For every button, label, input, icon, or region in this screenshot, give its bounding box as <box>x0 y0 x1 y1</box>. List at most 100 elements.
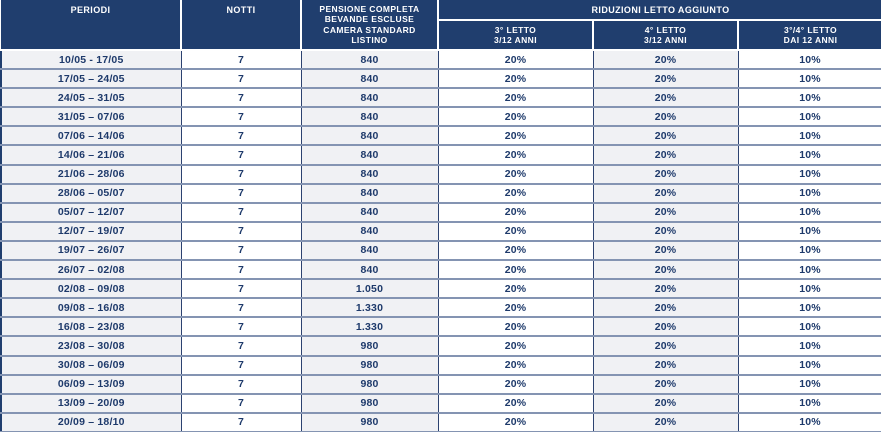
cell-prezzo: 980 <box>300 355 439 376</box>
cell-riduzione-letto4: 20% <box>592 145 739 166</box>
cell-riduzione-letto3: 20% <box>437 374 594 395</box>
cell-notti: 7 <box>180 183 302 204</box>
cell-prezzo: 840 <box>300 221 439 242</box>
cell-notti: 7 <box>180 279 302 300</box>
cell-riduzione-letto4: 20% <box>592 393 739 414</box>
col-header-riduzioni: RIDUZIONI LETTO AGGIUNTO <box>437 0 881 21</box>
cell-prezzo: 980 <box>300 336 439 357</box>
cell-riduzione-letto3: 20% <box>437 69 594 90</box>
cell-notti: 7 <box>180 298 302 319</box>
cell-riduzione-letto4: 20% <box>592 88 739 109</box>
table-row: 23/08 – 30/08 7 980 20% 20% 10% <box>0 336 881 357</box>
cell-riduzione-letto4: 20% <box>592 279 739 300</box>
header-line: BEVANDE ESCLUSE <box>324 14 415 24</box>
table-row: 12/07 – 19/07 7 840 20% 20% 10% <box>0 221 881 242</box>
cell-riduzione-letto4: 20% <box>592 202 739 223</box>
cell-riduzione-letto3: 20% <box>437 202 594 223</box>
cell-riduzione-letto3: 20% <box>437 221 594 242</box>
cell-riduzione-letto34: 10% <box>737 317 881 338</box>
cell-periodo: 20/09 – 18/10 <box>0 412 182 432</box>
cell-periodo: 28/06 – 05/07 <box>0 183 182 204</box>
cell-prezzo: 840 <box>300 126 439 147</box>
cell-periodo: 02/08 – 09/08 <box>0 279 182 300</box>
cell-riduzione-letto4: 20% <box>592 69 739 90</box>
cell-riduzione-letto3: 20% <box>437 88 594 109</box>
col-header-notti: NOTTI <box>180 0 302 51</box>
table-body: 10/05 - 17/05 7 840 20% 20% 10% 17/05 – … <box>0 50 881 432</box>
cell-riduzione-letto3: 20% <box>437 336 594 357</box>
cell-periodo: 09/08 – 16/08 <box>0 298 182 319</box>
cell-prezzo: 840 <box>300 50 439 71</box>
cell-periodo: 24/05 – 31/05 <box>0 88 182 109</box>
cell-riduzione-letto34: 10% <box>737 202 881 223</box>
table-row: 14/06 – 21/06 7 840 20% 20% 10% <box>0 145 881 166</box>
cell-riduzione-letto3: 20% <box>437 126 594 147</box>
header-line: 3/12 ANNI <box>644 35 687 45</box>
header-line: CAMERA STANDARD <box>323 24 416 35</box>
cell-notti: 7 <box>180 393 302 414</box>
cell-riduzione-letto3: 20% <box>437 355 594 376</box>
header-line: 4° LETTO <box>644 24 687 35</box>
cell-riduzione-letto4: 20% <box>592 107 739 128</box>
cell-riduzione-letto3: 20% <box>437 298 594 319</box>
cell-riduzione-letto34: 10% <box>737 107 881 128</box>
header-line: 3° LETTO <box>494 24 537 35</box>
cell-riduzione-letto3: 20% <box>437 240 594 262</box>
cell-notti: 7 <box>180 374 302 395</box>
cell-periodo: 17/05 – 24/05 <box>0 69 182 90</box>
cell-notti: 7 <box>180 221 302 242</box>
cell-notti: 7 <box>180 107 302 128</box>
cell-prezzo: 840 <box>300 69 439 90</box>
cell-notti: 7 <box>180 355 302 376</box>
cell-notti: 7 <box>180 336 302 357</box>
cell-riduzione-letto34: 10% <box>737 69 881 90</box>
cell-riduzione-letto3: 20% <box>437 107 594 128</box>
cell-riduzione-letto3: 20% <box>437 279 594 300</box>
cell-notti: 7 <box>180 145 302 166</box>
cell-riduzione-letto34: 10% <box>737 164 881 185</box>
table-row: 30/08 – 06/09 7 980 20% 20% 10% <box>0 355 881 376</box>
cell-prezzo: 1.050 <box>300 279 439 300</box>
cell-prezzo: 840 <box>300 145 439 166</box>
cell-riduzione-letto4: 20% <box>592 412 739 432</box>
table-row: 31/05 – 07/06 7 840 20% 20% 10% <box>0 107 881 128</box>
cell-riduzione-letto3: 20% <box>437 412 594 432</box>
table-row: 05/07 – 12/07 7 840 20% 20% 10% <box>0 202 881 223</box>
col-header-periodi: PERIODI <box>1 0 182 51</box>
cell-periodo: 23/08 – 30/08 <box>0 336 182 357</box>
cell-riduzione-letto3: 20% <box>437 260 594 281</box>
cell-prezzo: 840 <box>300 260 439 281</box>
cell-periodo: 14/06 – 21/06 <box>0 145 182 166</box>
cell-riduzione-letto34: 10% <box>737 50 881 71</box>
col-header-pensione: PENSIONE COMPLETA BEVANDE ESCLUSE CAMERA… <box>300 0 439 51</box>
header-line: DAI 12 ANNI <box>783 35 838 45</box>
table-row: 20/09 – 18/10 7 980 20% 20% 10% <box>0 412 881 432</box>
cell-periodo: 06/09 – 13/09 <box>0 374 182 395</box>
cell-prezzo: 1.330 <box>300 298 439 319</box>
cell-periodo: 31/05 – 07/06 <box>0 107 182 128</box>
cell-riduzione-letto34: 10% <box>737 88 881 109</box>
cell-periodo: 07/06 – 14/06 <box>0 126 182 147</box>
table-row: 19/07 – 26/07 7 840 20% 20% 10% <box>0 240 881 262</box>
cell-notti: 7 <box>180 50 302 71</box>
cell-periodo: 16/08 – 23/08 <box>0 317 182 338</box>
cell-prezzo: 840 <box>300 107 439 128</box>
cell-periodo: 10/05 - 17/05 <box>0 50 182 71</box>
table-row: 10/05 - 17/05 7 840 20% 20% 10% <box>0 50 881 71</box>
cell-riduzione-letto34: 10% <box>737 336 881 357</box>
table-row: 21/06 – 28/06 7 840 20% 20% 10% <box>0 164 881 185</box>
cell-riduzione-letto34: 10% <box>737 260 881 281</box>
cell-riduzione-letto34: 10% <box>737 355 881 376</box>
col-header-letto3: 3° LETTO 3/12 ANNI <box>437 19 594 51</box>
cell-periodo: 30/08 – 06/09 <box>0 355 182 376</box>
cell-notti: 7 <box>180 126 302 147</box>
table-row: 16/08 – 23/08 7 1.330 20% 20% 10% <box>0 317 881 338</box>
table-row: 24/05 – 31/05 7 840 20% 20% 10% <box>0 88 881 109</box>
header-line: PENSIONE COMPLETA <box>319 3 420 14</box>
table-row: 02/08 – 09/08 7 1.050 20% 20% 10% <box>0 279 881 300</box>
cell-notti: 7 <box>180 202 302 223</box>
cell-notti: 7 <box>180 317 302 338</box>
cell-prezzo: 840 <box>300 202 439 223</box>
cell-riduzione-letto3: 20% <box>437 393 594 414</box>
